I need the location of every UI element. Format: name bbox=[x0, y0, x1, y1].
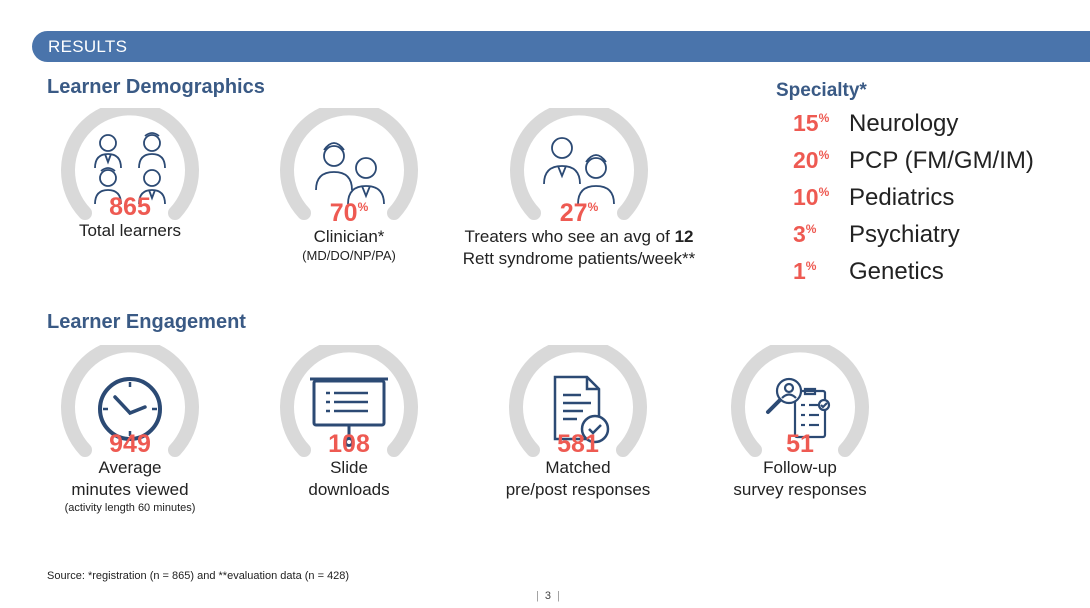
demographics-title: Learner Demographics bbox=[47, 76, 265, 98]
stat-clinician: 70% Clinician* (MD/DO/NP/PA) bbox=[219, 108, 479, 264]
specialty-list: 15% Neurology 20% PCP (FM/GM/IM) 10% Ped… bbox=[793, 110, 1034, 295]
stat-value: 51 bbox=[786, 430, 814, 458]
stat-treaters: 27% Treaters who see an avg of 12 Rett s… bbox=[448, 108, 710, 270]
source-note: Source: *registration (n = 865) and **ev… bbox=[47, 570, 350, 582]
stat-label-line2: downloads bbox=[308, 480, 390, 499]
gauge-arc bbox=[510, 108, 648, 220]
stat-label: Average bbox=[98, 458, 162, 477]
stat-matched-responses: 581 Matched pre/post responses bbox=[448, 345, 708, 501]
survey-clipboard-icon bbox=[766, 377, 831, 439]
stat-label: Follow-up bbox=[763, 458, 837, 477]
stat-suffix: % bbox=[587, 200, 599, 214]
stat-minutes-viewed: 949 Average minutes viewed (activity len… bbox=[0, 345, 260, 515]
clock-icon bbox=[98, 377, 162, 441]
stat-label-line2: survey responses bbox=[733, 480, 867, 499]
stat-label: Matched bbox=[545, 458, 611, 477]
gauge-arc bbox=[280, 345, 418, 457]
results-label: RESULTS bbox=[48, 37, 128, 56]
specialty-title: Specialty* bbox=[776, 80, 867, 101]
doctors-pair-icon bbox=[543, 137, 615, 205]
specialty-item: 1% Genetics bbox=[793, 258, 944, 285]
stat-value: 949 bbox=[109, 430, 151, 458]
specialty-item: 15% Neurology bbox=[793, 110, 959, 137]
engagement-title: Learner Engagement bbox=[47, 311, 246, 333]
stat-label-line2: pre/post responses bbox=[505, 480, 651, 499]
gauge-arc bbox=[731, 345, 869, 457]
results-banner: RESULTS bbox=[32, 31, 1090, 62]
stat-value: 70 bbox=[329, 199, 358, 227]
gauge-arc bbox=[509, 345, 647, 457]
doctors-pair-icon bbox=[315, 142, 385, 205]
stat-label: Clinician* bbox=[313, 227, 385, 246]
document-check-icon bbox=[553, 375, 610, 444]
gauge-arc bbox=[280, 108, 418, 220]
stat-label-line2: Rett syndrome patients/week** bbox=[462, 249, 696, 268]
gauge-arc bbox=[61, 108, 199, 220]
stat-value: 108 bbox=[328, 430, 370, 458]
presentation-board-icon bbox=[310, 377, 388, 447]
stat-sublabel: (MD/DO/NP/PA) bbox=[302, 248, 396, 263]
specialty-item: 20% PCP (FM/GM/IM) bbox=[793, 147, 1034, 174]
page-number: | 3 | bbox=[536, 590, 560, 602]
stat-followup-responses: 51 Follow-up survey responses bbox=[670, 345, 930, 501]
gauge-arc bbox=[61, 345, 199, 457]
stat-value: 865 bbox=[109, 193, 151, 221]
specialty-item: 10% Pediatrics bbox=[793, 184, 955, 211]
stat-suffix: % bbox=[357, 200, 369, 214]
specialty-item: 3% Psychiatry bbox=[793, 221, 960, 248]
stat-value: 581 bbox=[557, 430, 599, 458]
stat-label: Total learners bbox=[78, 221, 182, 240]
clinicians-group-icon bbox=[94, 132, 166, 205]
stat-label: Slide bbox=[330, 458, 368, 477]
stat-label-line2: minutes viewed bbox=[71, 480, 189, 499]
stat-label: Treaters who see an avg of 12 bbox=[464, 227, 694, 246]
stat-note: (activity length 60 minutes) bbox=[64, 502, 196, 514]
stat-value: 27 bbox=[559, 199, 588, 227]
stat-total-learners: 865 Total learners bbox=[0, 108, 260, 242]
stat-slide-downloads: 108 Slide downloads bbox=[219, 345, 479, 501]
